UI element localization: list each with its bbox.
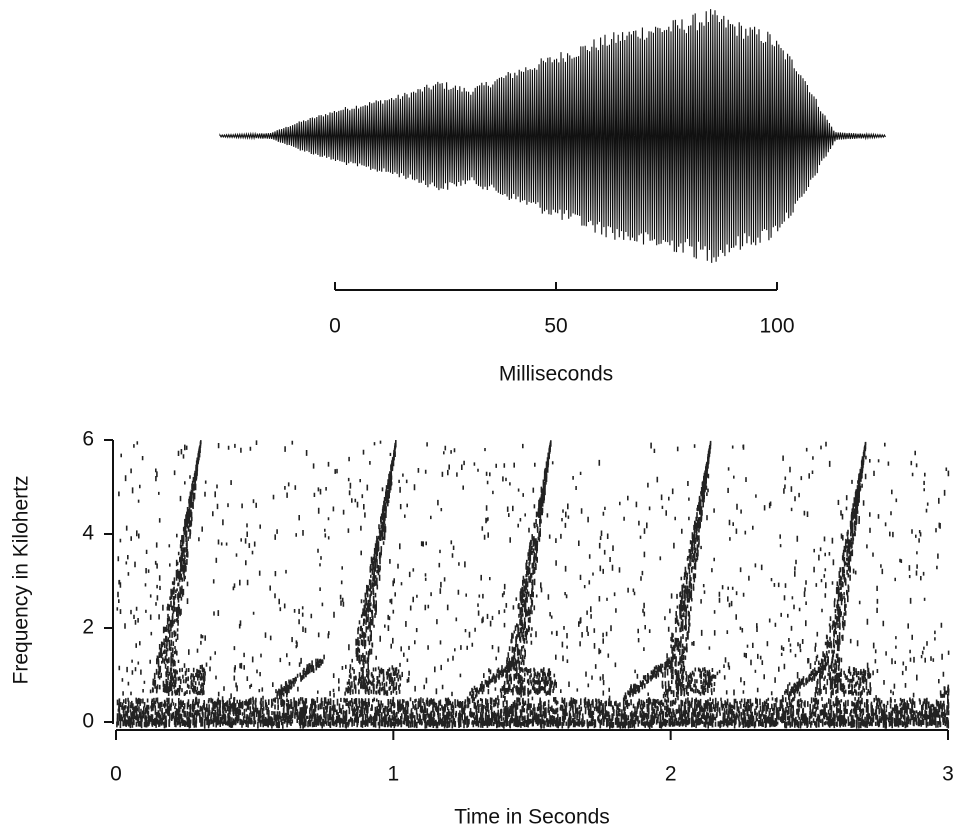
x-tick-label: 3 (942, 763, 954, 786)
y-axis-label: Frequency in Kilohertz (10, 476, 33, 685)
x-axis-label: Milliseconds (499, 363, 613, 386)
y-tick-label: 0 (82, 710, 94, 733)
x-tick-label: 1 (387, 763, 399, 786)
x-tick-label: 50 (544, 315, 567, 338)
spectrogram-texture (116, 440, 950, 729)
x-tick-label: 100 (759, 315, 794, 338)
x-axis-label: Time in Seconds (454, 806, 610, 829)
y-tick-label: 6 (82, 428, 94, 451)
x-tick-label: 0 (329, 315, 341, 338)
x-tick-label: 2 (665, 763, 677, 786)
x-tick-label: 0 (110, 763, 122, 786)
waveform-panel: Milliseconds 0 50 100 (219, 9, 886, 386)
y-tick-label: 4 (82, 522, 94, 545)
spectrogram-panel: Time in Seconds Frequency in Kilohertz 0… (10, 428, 954, 829)
y-tick-label: 2 (82, 616, 94, 639)
waveform-trace (219, 9, 886, 263)
